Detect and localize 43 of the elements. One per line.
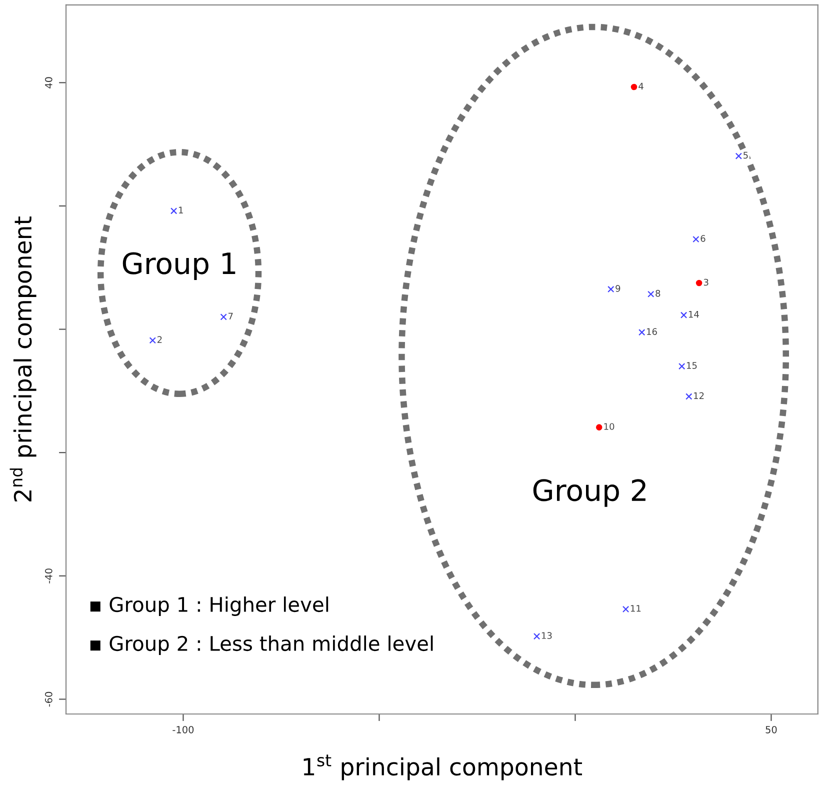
annotation: 9 (616, 284, 620, 292)
annotation: 3 (704, 278, 708, 286)
annotation: 4 (638, 82, 644, 90)
annotation: 15 (686, 362, 697, 369)
y-tick-label: -40 (44, 568, 52, 584)
annotation: 1 (178, 206, 183, 214)
point (692, 236, 700, 243)
point (648, 290, 654, 298)
annotation: 6 (700, 235, 706, 242)
point (596, 424, 602, 430)
annotation: 13 (542, 632, 552, 639)
annotation: Group 2 (533, 479, 646, 507)
annotation: 16 (647, 328, 657, 335)
point (630, 84, 638, 90)
point (735, 152, 742, 160)
annotation: Group 1 (122, 252, 236, 280)
point (170, 208, 178, 214)
x-tick-label: 50 (766, 726, 777, 734)
annotation: ▪ Group 2 : Less than middle level (90, 635, 433, 655)
annotation: 14 (688, 311, 699, 318)
point (622, 606, 630, 613)
x-tick-label: -100 (172, 726, 194, 734)
point (686, 393, 692, 400)
annotation: ▪ Group 1 : Higher level (90, 596, 328, 616)
point (678, 362, 686, 370)
point (533, 632, 540, 640)
x-axis-title: 1$^{st}$ principal component (304, 754, 582, 780)
point (696, 280, 702, 286)
annotation: 2 (157, 336, 162, 343)
y-axis-title: 2$^{nd}$ principal component (10, 216, 36, 502)
point (220, 314, 227, 320)
annotation: 12 (694, 392, 704, 399)
annotation: 10 (604, 423, 614, 430)
annotation: 7 (228, 312, 233, 320)
annotation: 8 (656, 290, 660, 297)
y-tick-label: 40 (44, 77, 52, 88)
annotation: 5 (744, 152, 748, 159)
point (680, 312, 688, 318)
annotation: 11 (630, 605, 641, 612)
point (608, 286, 614, 293)
y-tick-label: -60 (44, 692, 52, 707)
point (149, 337, 156, 344)
point (638, 329, 646, 336)
